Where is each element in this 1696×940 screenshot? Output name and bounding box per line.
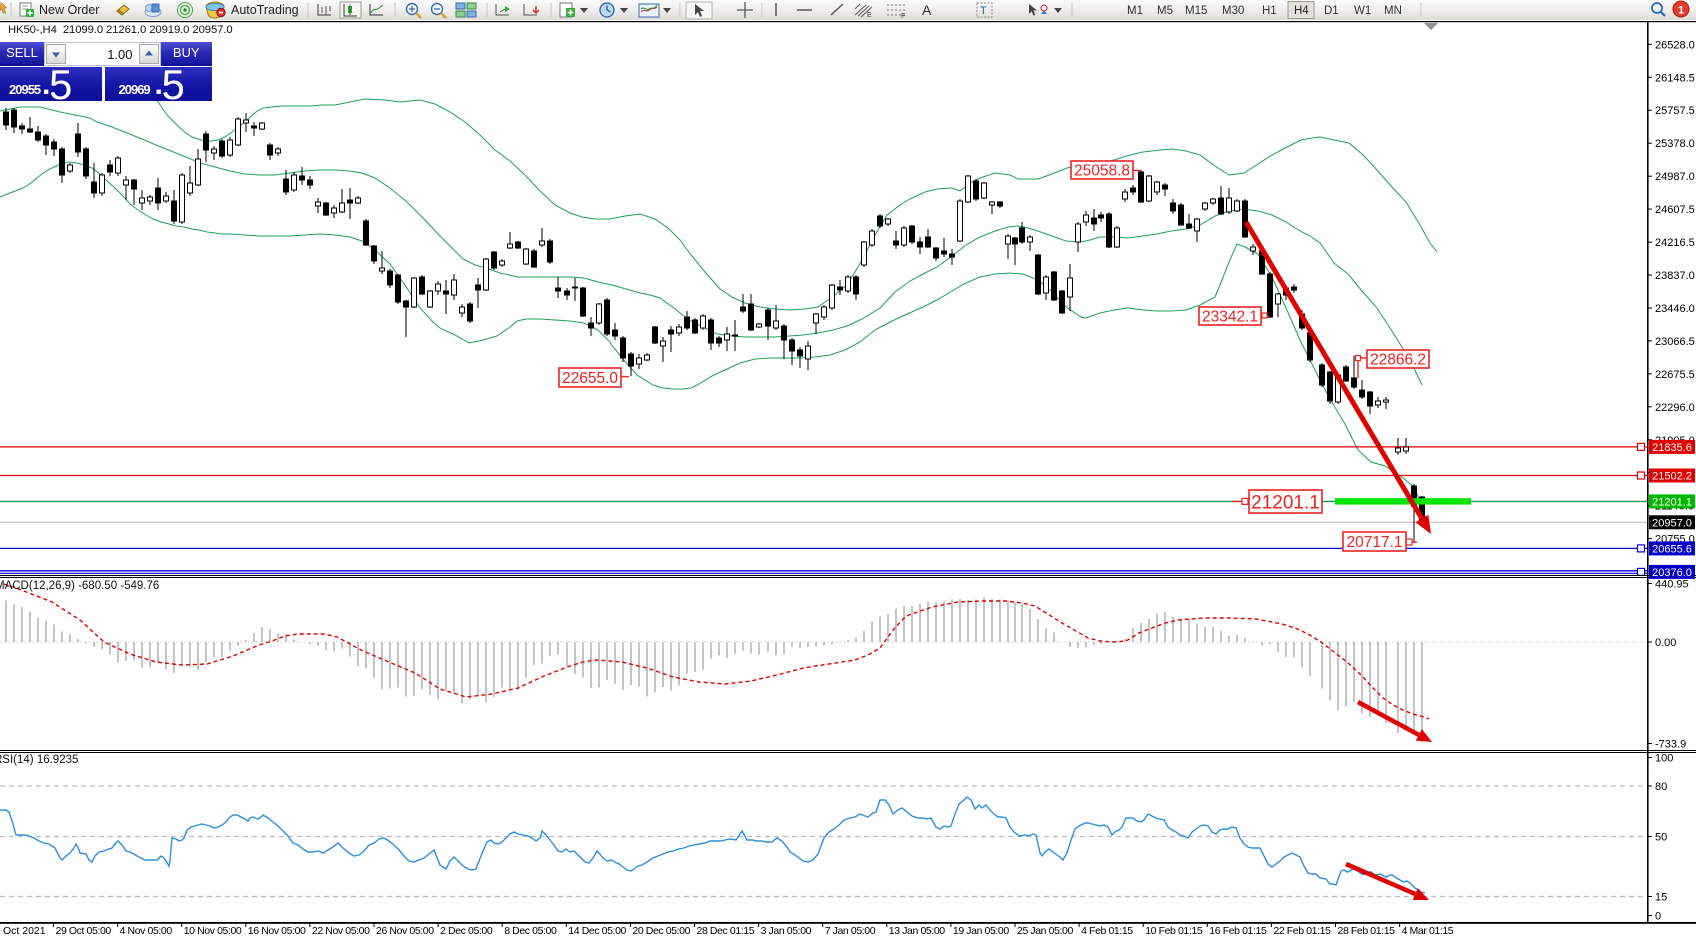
svg-text:8 Dec 05:00: 8 Dec 05:00 <box>504 925 557 937</box>
svg-text:22675.5: 22675.5 <box>1655 369 1695 381</box>
svg-text:22655.0: 22655.0 <box>562 370 618 387</box>
svg-text:4 Feb 01:15: 4 Feb 01:15 <box>1081 925 1133 937</box>
svg-text:E: E <box>867 12 872 19</box>
svg-text:24216.5: 24216.5 <box>1655 237 1695 249</box>
svg-text:10 Nov 05:00: 10 Nov 05:00 <box>184 925 242 937</box>
svg-text:-733.9: -733.9 <box>1655 739 1686 751</box>
svg-text:H1: H1 <box>1262 5 1277 17</box>
svg-text:10 Feb 01:15: 10 Feb 01:15 <box>1145 925 1203 937</box>
svg-text:A: A <box>922 2 932 18</box>
svg-text:29 Oct 05:00: 29 Oct 05:00 <box>56 925 112 937</box>
svg-text:0: 0 <box>1655 911 1661 923</box>
svg-text:3 Jan 05:00: 3 Jan 05:00 <box>761 925 812 937</box>
svg-text:H4: H4 <box>1294 5 1309 17</box>
svg-text:16 Nov 05:00: 16 Nov 05:00 <box>248 925 306 937</box>
svg-text:4 Nov 05:00: 4 Nov 05:00 <box>120 925 173 937</box>
svg-text:21201.1: 21201.1 <box>1652 496 1692 508</box>
svg-text:7 Jan 05:00: 7 Jan 05:00 <box>825 925 876 937</box>
svg-text:25 Jan 05:00: 25 Jan 05:00 <box>1017 925 1073 937</box>
svg-text:80: 80 <box>1655 781 1667 793</box>
svg-text:22 Nov 05:00: 22 Nov 05:00 <box>312 925 370 937</box>
svg-text:M15: M15 <box>1185 5 1207 17</box>
svg-text:RSI(14) 16.9235: RSI(14) 16.9235 <box>0 754 78 766</box>
svg-text:21502.2: 21502.2 <box>1652 471 1692 483</box>
svg-text:23837.0: 23837.0 <box>1655 270 1695 282</box>
svg-text:0.00: 0.00 <box>1655 637 1676 649</box>
svg-text:20655.6: 20655.6 <box>1652 543 1692 555</box>
svg-text:19 Jan 05:00: 19 Jan 05:00 <box>953 925 1009 937</box>
svg-text:25757.5: 25757.5 <box>1655 105 1695 117</box>
svg-text:1: 1 <box>1678 5 1684 17</box>
svg-text:M1: M1 <box>1127 5 1143 17</box>
svg-text:14 Dec 05:00: 14 Dec 05:00 <box>568 925 626 937</box>
svg-text:MN: MN <box>1384 5 1402 17</box>
svg-text:28 Dec 01:15: 28 Dec 01:15 <box>697 925 755 937</box>
svg-text:22 Feb 01:15: 22 Feb 01:15 <box>1273 925 1331 937</box>
svg-text:25058.8: 25058.8 <box>1074 163 1130 180</box>
svg-text:23342.1: 23342.1 <box>1202 309 1258 326</box>
svg-text:M30: M30 <box>1222 5 1244 17</box>
svg-text:Oct 2021: Oct 2021 <box>3 925 46 937</box>
svg-text:W1: W1 <box>1354 5 1371 17</box>
svg-text:23446.0: 23446.0 <box>1655 303 1695 315</box>
svg-text:28 Feb 01:15: 28 Feb 01:15 <box>1338 925 1396 937</box>
svg-text:20376.0: 20376.0 <box>1652 567 1692 579</box>
svg-text:2 Dec 05:00: 2 Dec 05:00 <box>440 925 493 937</box>
svg-text:26 Nov 05:00: 26 Nov 05:00 <box>376 925 434 937</box>
svg-text:26528.0: 26528.0 <box>1655 39 1695 51</box>
svg-text:50: 50 <box>1655 832 1667 844</box>
svg-text:16 Feb 01:15: 16 Feb 01:15 <box>1209 925 1267 937</box>
svg-text:23066.5: 23066.5 <box>1655 336 1695 348</box>
svg-text:HK50-,H4 21099.0 21261.0 2091: HK50-,H4 21099.0 21261.0 20919.0 20957.0 <box>8 24 233 36</box>
svg-text:21835.6: 21835.6 <box>1652 442 1692 454</box>
svg-text:20 Dec 05:00: 20 Dec 05:00 <box>632 925 690 937</box>
svg-text:M5: M5 <box>1157 5 1173 17</box>
svg-text:T: T <box>980 5 987 17</box>
svg-text:MACD(12,26,9) -680.50 -549.76: MACD(12,26,9) -680.50 -549.76 <box>0 580 159 592</box>
svg-text:25378.0: 25378.0 <box>1655 138 1695 150</box>
svg-text:D1: D1 <box>1324 5 1339 17</box>
svg-text:13 Jan 05:00: 13 Jan 05:00 <box>889 925 945 937</box>
svg-text:26148.5: 26148.5 <box>1655 72 1695 84</box>
svg-text:100: 100 <box>1655 753 1673 765</box>
svg-text:21201.1: 21201.1 <box>1251 492 1320 513</box>
svg-text:24987.0: 24987.0 <box>1655 171 1695 183</box>
svg-text:F: F <box>901 13 905 20</box>
svg-text:22866.2: 22866.2 <box>1370 352 1426 369</box>
svg-text:20717.1: 20717.1 <box>1346 534 1402 551</box>
svg-text:AutoTrading: AutoTrading <box>231 3 299 17</box>
svg-text:4 Mar 01:15: 4 Mar 01:15 <box>1402 925 1454 937</box>
svg-text:22296.0: 22296.0 <box>1655 402 1695 414</box>
svg-text:440.95: 440.95 <box>1655 579 1689 591</box>
svg-text:New Order: New Order <box>39 3 99 17</box>
svg-text:20957.0: 20957.0 <box>1652 517 1692 529</box>
svg-text:15: 15 <box>1655 892 1667 904</box>
svg-text:24607.5: 24607.5 <box>1655 204 1695 216</box>
